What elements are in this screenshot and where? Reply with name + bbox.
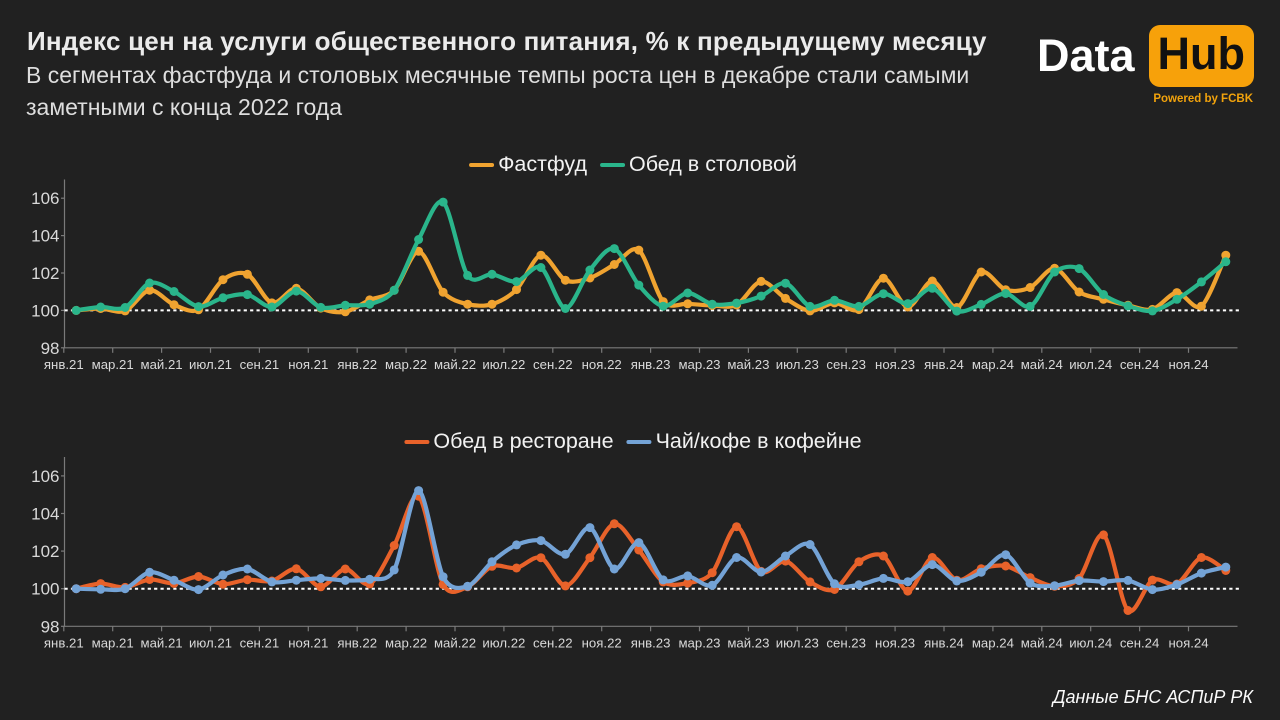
svg-text:май.22: май.22 [434, 635, 476, 650]
svg-text:мар.22: мар.22 [385, 635, 427, 650]
svg-text:янв.21: янв.21 [44, 357, 84, 372]
svg-text:янв.22: янв.22 [337, 635, 377, 650]
svg-text:мар.24: мар.24 [972, 357, 1014, 372]
svg-text:мар.23: мар.23 [678, 635, 720, 650]
svg-text:июл.21: июл.21 [189, 357, 232, 372]
svg-text:102: 102 [31, 542, 59, 561]
svg-text:сен.21: сен.21 [240, 635, 280, 650]
svg-text:ноя.22: ноя.22 [582, 635, 622, 650]
svg-text:сен.21: сен.21 [240, 357, 280, 372]
svg-text:май.21: май.21 [141, 357, 183, 372]
svg-text:янв.21: янв.21 [44, 635, 84, 650]
svg-text:ноя.21: ноя.21 [288, 357, 328, 372]
svg-text:мар.22: мар.22 [385, 357, 427, 372]
svg-text:май.22: май.22 [434, 357, 476, 372]
svg-text:июл.22: июл.22 [482, 635, 525, 650]
svg-text:янв.22: янв.22 [337, 357, 377, 372]
svg-text:104: 104 [31, 505, 59, 524]
svg-text:янв.24: янв.24 [924, 357, 964, 372]
svg-text:ноя.24: ноя.24 [1168, 635, 1208, 650]
svg-text:янв.23: янв.23 [631, 357, 671, 372]
svg-text:106: 106 [31, 189, 59, 208]
svg-text:май.21: май.21 [141, 635, 183, 650]
svg-text:май.24: май.24 [1021, 635, 1063, 650]
svg-text:сен.23: сен.23 [826, 357, 866, 372]
svg-text:июл.23: июл.23 [776, 635, 819, 650]
svg-text:мар.24: мар.24 [972, 635, 1014, 650]
svg-text:июл.24: июл.24 [1069, 635, 1112, 650]
svg-text:июл.22: июл.22 [482, 357, 525, 372]
svg-text:ноя.21: ноя.21 [288, 635, 328, 650]
svg-text:мар.21: мар.21 [92, 357, 134, 372]
svg-text:98: 98 [41, 617, 60, 636]
svg-text:мар.23: мар.23 [678, 357, 720, 372]
svg-text:100: 100 [31, 580, 59, 599]
svg-text:янв.24: янв.24 [924, 635, 964, 650]
svg-text:мар.21: мар.21 [92, 635, 134, 650]
svg-text:98: 98 [41, 339, 60, 358]
svg-text:май.23: май.23 [727, 357, 769, 372]
svg-text:сен.24: сен.24 [1120, 635, 1160, 650]
svg-text:июл.21: июл.21 [189, 635, 232, 650]
svg-text:июл.24: июл.24 [1069, 357, 1112, 372]
svg-text:106: 106 [31, 467, 59, 486]
svg-text:ноя.22: ноя.22 [582, 357, 622, 372]
svg-text:сен.22: сен.22 [533, 357, 573, 372]
svg-text:янв.23: янв.23 [631, 635, 671, 650]
svg-text:104: 104 [31, 227, 59, 246]
svg-text:июл.23: июл.23 [776, 357, 819, 372]
svg-text:май.24: май.24 [1021, 357, 1063, 372]
svg-text:сен.24: сен.24 [1120, 357, 1160, 372]
svg-text:сен.22: сен.22 [533, 635, 573, 650]
svg-text:май.23: май.23 [727, 635, 769, 650]
svg-text:ноя.24: ноя.24 [1168, 357, 1208, 372]
svg-text:100: 100 [31, 301, 59, 320]
svg-text:102: 102 [31, 264, 59, 283]
svg-text:ноя.23: ноя.23 [875, 635, 915, 650]
svg-text:сен.23: сен.23 [826, 635, 866, 650]
svg-text:ноя.23: ноя.23 [875, 357, 915, 372]
